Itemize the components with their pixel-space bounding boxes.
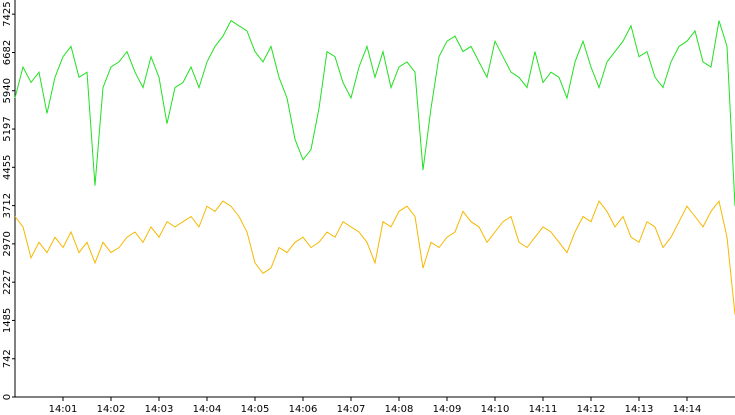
y-tick-label: 742 <box>2 349 13 368</box>
x-tick-label: 14:13 <box>625 404 654 415</box>
x-tick-label: 14:04 <box>193 404 222 415</box>
x-tick-label: 14:03 <box>145 404 174 415</box>
y-tick-label: 5940 <box>2 78 13 103</box>
y-tick-label: 2227 <box>2 269 13 294</box>
x-tick-label: 14:10 <box>481 404 510 415</box>
y-tick-label: 1485 <box>2 308 13 333</box>
x-tick-label: 14:06 <box>289 404 318 415</box>
y-tick-label: 5197 <box>2 116 13 141</box>
y-tick-label: 0 <box>2 394 13 400</box>
x-tick-label: 14:12 <box>577 404 606 415</box>
y-tick-label: 6682 <box>2 40 13 65</box>
x-tick-label: 14:09 <box>433 404 462 415</box>
x-tick-label: 14:11 <box>529 404 558 415</box>
y-tick-label: 3712 <box>2 193 13 218</box>
y-tick-label: 4455 <box>2 155 13 180</box>
x-tick-label: 14:02 <box>97 404 126 415</box>
y-tick-label: 7425 <box>2 1 13 26</box>
x-tick-label: 14:14 <box>673 404 702 415</box>
x-tick-label: 14:07 <box>337 404 366 415</box>
x-tick-label: 14:08 <box>385 404 414 415</box>
series-line <box>14 19 735 207</box>
x-tick-label: 14:05 <box>241 404 270 415</box>
x-tick-label: 14:01 <box>49 404 78 415</box>
series-line <box>14 199 735 315</box>
y-tick-label: 2970 <box>2 231 13 256</box>
